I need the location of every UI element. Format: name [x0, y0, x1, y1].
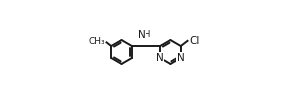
Text: N: N: [177, 53, 185, 63]
Text: N: N: [138, 30, 145, 40]
Text: Cl: Cl: [190, 36, 200, 46]
Text: N: N: [156, 53, 164, 63]
Text: H: H: [143, 30, 149, 39]
Text: CH₃: CH₃: [88, 37, 105, 46]
